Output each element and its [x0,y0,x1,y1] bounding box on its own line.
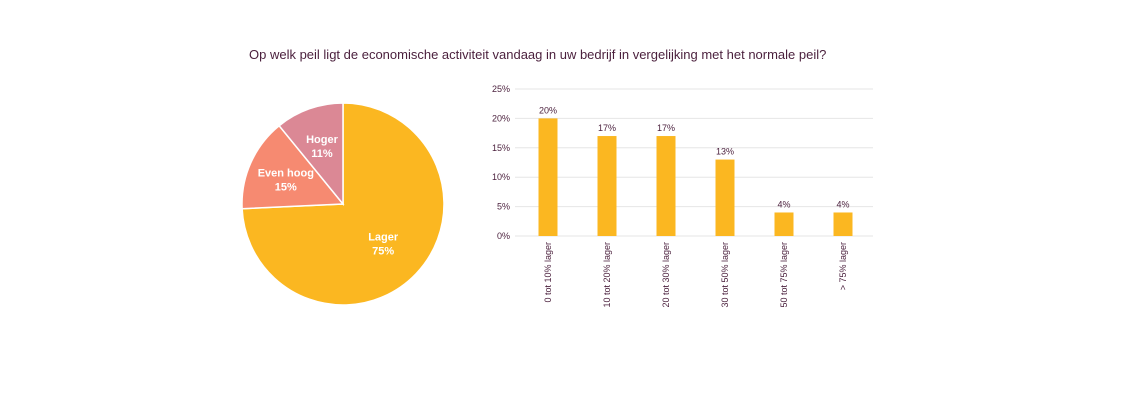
bar-50-tot-75-lager [774,212,794,236]
data-label: 17% [657,123,675,133]
y-tick-label: 10% [492,172,510,182]
y-tick-label: 25% [492,84,510,94]
pie-slice-even-hoog [241,124,345,210]
pie-label-hoger: Hoger [306,134,339,146]
data-label: 17% [598,123,616,133]
data-label: 4% [777,199,790,209]
y-tick-label: 20% [492,113,510,123]
bar-30-tot-50-lager [715,159,735,236]
bar-75-lager [833,212,853,236]
bar-0-tot-10-lager [538,118,558,236]
pie-label-lager: Lager [368,231,399,243]
chart-title: Op welk peil ligt de economische activit… [249,47,827,62]
x-tick-label: 0 tot 10% lager [543,242,553,303]
x-tick-label: 20 tot 30% lager [661,242,671,308]
pie-chart: Lager 75% Even hoog 15% Hoger 11% [241,102,445,306]
y-tick-label: 5% [497,202,510,212]
x-tick-label: 30 tot 50% lager [720,242,730,308]
data-label: 13% [716,147,734,157]
pie-value-lager: 75% [372,245,394,257]
bar-chart: 0% 5% 10% 15% 20% 25% 20% 17% 17% 13% 4% 4% 0 tot … [492,84,873,308]
bar-20-tot-30-lager [656,136,676,236]
data-label: 20% [539,105,557,115]
pie-value-hoger: 11% [311,148,333,160]
pie-label-even-hoog: Even hoog [258,167,314,179]
y-tick-label: 15% [492,143,510,153]
x-tick-label: 10 tot 20% lager [602,242,612,308]
y-tick-label: 0% [497,231,510,241]
data-label: 4% [836,199,849,209]
x-tick-label: 50 tot 75% lager [779,242,789,308]
pie-slice-hoger [278,102,344,207]
x-tick-label: > 75% lager [838,242,848,290]
pie-value-even-hoog: 15% [275,181,297,193]
bar-10-tot-20-lager [597,136,617,236]
